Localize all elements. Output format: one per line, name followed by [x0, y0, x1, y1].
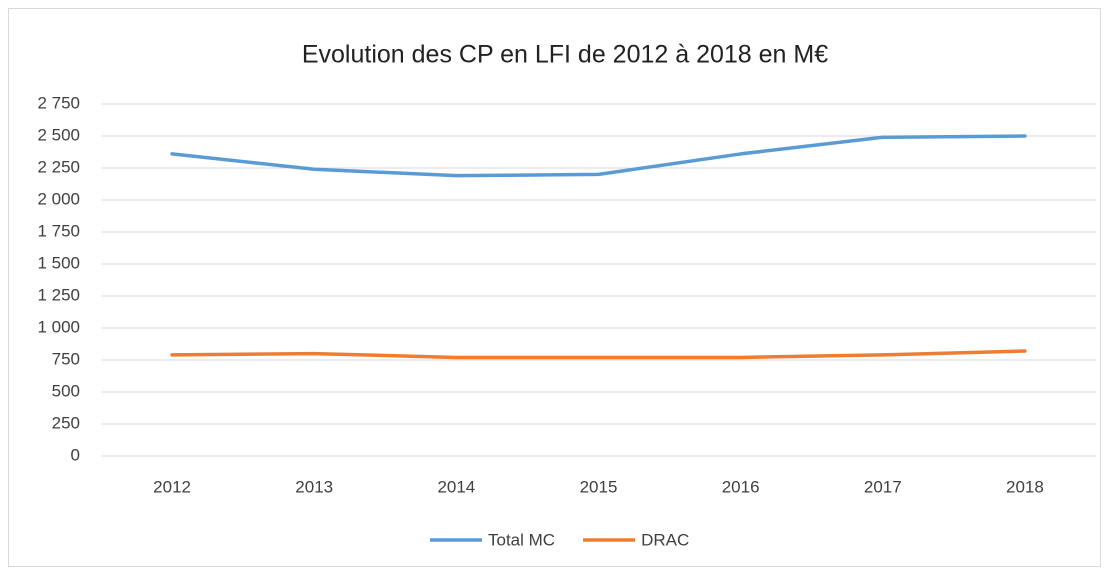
y-tick-label: 2 500	[37, 125, 80, 144]
y-tick-label: 750	[52, 349, 80, 368]
legend-label: Total MC	[488, 530, 555, 549]
y-tick-label: 500	[52, 381, 80, 400]
y-tick-label: 2 750	[37, 93, 80, 112]
y-tick-label: 250	[52, 413, 80, 432]
legend-label: DRAC	[641, 530, 689, 549]
x-tick-label: 2017	[864, 477, 902, 496]
y-tick-label: 1 000	[37, 317, 80, 336]
y-tick-label: 1 750	[37, 221, 80, 240]
x-tick-label: 2015	[580, 477, 618, 496]
chart-title: Evolution des CP en LFI de 2012 à 2018 e…	[302, 41, 828, 69]
y-tick-label: 1 250	[37, 285, 80, 304]
x-tick-label: 2013	[295, 477, 333, 496]
y-tick-label: 1 500	[37, 253, 80, 272]
x-tick-label: 2016	[722, 477, 760, 496]
y-tick-label: 2 250	[37, 157, 80, 176]
x-tick-label: 2018	[1006, 477, 1044, 496]
x-tick-label: 2012	[153, 477, 191, 496]
y-tick-label: 0	[71, 445, 80, 464]
chart-frame	[8, 8, 1101, 567]
x-tick-label: 2014	[437, 477, 475, 496]
series-line	[170, 134, 1027, 178]
y-tick-label: 2 000	[37, 189, 80, 208]
series-line	[170, 349, 1027, 360]
